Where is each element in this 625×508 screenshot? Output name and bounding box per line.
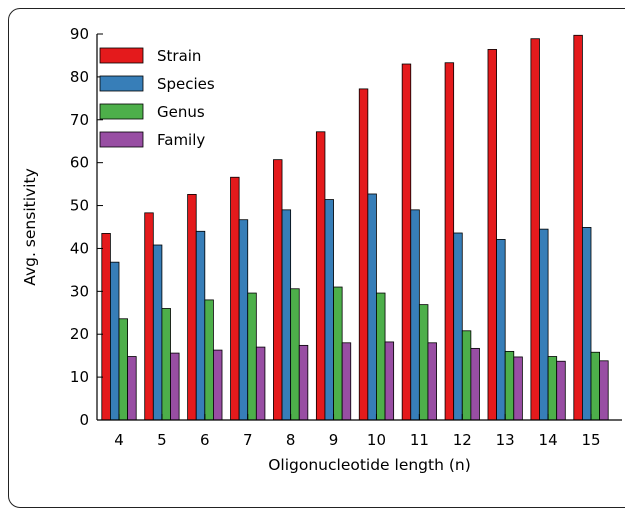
x-tick-label: 11 <box>410 431 429 449</box>
bar-family-14 <box>556 360 566 421</box>
legend-swatch-species <box>99 75 144 92</box>
bar-genus-9 <box>333 286 343 421</box>
bar-family-9 <box>341 342 352 421</box>
bar-genus-7 <box>247 292 257 421</box>
bar-family-6 <box>213 349 223 421</box>
bar-strain-12 <box>444 62 455 421</box>
bar-strain-7 <box>230 176 240 421</box>
y-tick-label: 80 <box>70 68 89 86</box>
bar-genus-13 <box>504 350 515 421</box>
y-tick-label: 0 <box>79 411 89 429</box>
bar-family-15 <box>599 360 609 421</box>
x-tick-label: 10 <box>367 431 386 449</box>
bar-genus-11 <box>418 304 429 421</box>
legend-label-strain: Strain <box>157 47 201 65</box>
bar-species-10 <box>367 193 377 421</box>
bar-strain-8 <box>273 159 283 421</box>
legend-swatch-genus <box>99 103 144 120</box>
bar-species-11 <box>410 209 420 421</box>
bar-family-4 <box>127 356 137 421</box>
bar-genus-4 <box>118 318 129 421</box>
bar-chart: 0 10 20 30 40 50 60 70 80 90 4 5 6 7 8 9 10 11 12 13 14 15 St… <box>21 25 622 473</box>
legend-swatch-strain <box>99 47 144 64</box>
bar-strain-4 <box>101 233 111 421</box>
bar-strain-11 <box>401 63 412 421</box>
legend: Strain Species Genus Family <box>99 47 215 149</box>
bar-genus-8 <box>290 288 300 421</box>
bar-strain-9 <box>315 131 326 421</box>
bar-strain-5 <box>144 212 154 421</box>
bar-species-13 <box>496 239 506 421</box>
bar-strain-6 <box>187 193 197 421</box>
y-tick-label: 90 <box>70 25 89 43</box>
legend-label-family: Family <box>157 131 205 149</box>
legend-label-genus: Genus <box>157 103 205 121</box>
bar-species-12 <box>453 232 463 421</box>
y-tick-label: 40 <box>70 239 89 257</box>
bar-family-10 <box>384 341 395 421</box>
x-tick-label: 14 <box>539 431 558 449</box>
x-tick-label: 4 <box>114 431 124 449</box>
bar-genus-12 <box>461 330 472 421</box>
bar-family-12 <box>470 347 480 421</box>
bar-family-11 <box>427 342 437 421</box>
x-tick-label: 6 <box>200 431 210 449</box>
bar-species-4 <box>110 261 120 421</box>
x-tick-label: 15 <box>581 431 600 449</box>
bar-species-6 <box>195 230 206 421</box>
bar-species-9 <box>324 199 334 421</box>
bar-strain-15 <box>573 34 583 421</box>
bar-genus-14 <box>547 356 558 421</box>
y-axis-title: Avg. sensitivity <box>21 168 39 286</box>
x-tick-label: 7 <box>243 431 253 449</box>
legend-swatch-family <box>99 131 144 148</box>
bar-strain-14 <box>530 38 540 421</box>
bar-family-8 <box>298 344 309 421</box>
x-tick-label: 12 <box>453 431 472 449</box>
bar-strain-10 <box>358 88 369 421</box>
bar-species-5 <box>152 244 163 421</box>
bar-genus-6 <box>204 299 214 421</box>
bar-family-13 <box>513 356 523 421</box>
bar-genus-5 <box>161 308 171 421</box>
bar-species-14 <box>539 228 549 421</box>
x-tick-label: 9 <box>329 431 339 449</box>
bar-family-5 <box>170 352 180 421</box>
y-tick-label: 50 <box>70 197 89 215</box>
bar-strain-13 <box>487 49 497 421</box>
bar-species-8 <box>281 209 292 421</box>
y-tick-label: 30 <box>70 282 89 300</box>
y-tick-label: 70 <box>70 111 89 129</box>
bar-family-7 <box>255 346 266 421</box>
bar-species-7 <box>238 219 249 421</box>
bar-genus-15 <box>590 351 601 421</box>
bar-genus-10 <box>376 292 386 421</box>
y-tick-label: 60 <box>70 154 89 172</box>
axes-layer: 0 10 20 30 40 50 60 70 80 90 4 5 6 7 8 9 10 11 12 13 14 15 <box>70 25 622 449</box>
bar-species-15 <box>582 227 592 421</box>
y-tick-label: 20 <box>70 325 89 343</box>
x-tick-label: 13 <box>496 431 515 449</box>
x-axis-title: Oligonucleotide length (n) <box>268 456 471 473</box>
x-tick-label: 5 <box>157 431 167 449</box>
legend-label-species: Species <box>157 75 215 93</box>
y-tick-label: 10 <box>70 368 89 386</box>
x-tick-label: 8 <box>286 431 296 449</box>
